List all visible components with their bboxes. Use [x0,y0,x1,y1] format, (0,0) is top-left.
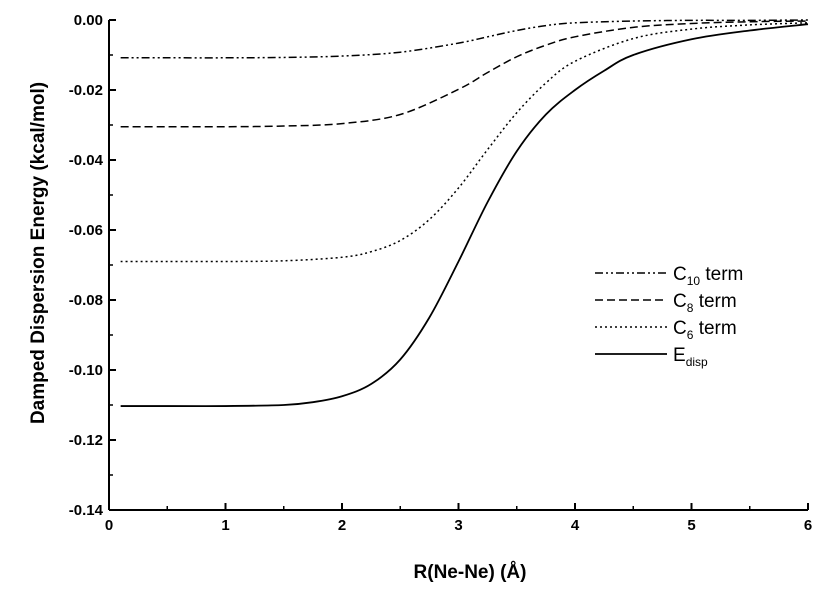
x-tick-label: 5 [687,517,695,534]
x-tick-label: 3 [454,517,462,534]
x-tick-label: 4 [571,517,580,534]
series-line-c8-term [120,20,809,128]
series-line-c6-term [120,22,809,263]
y-tick-label: -0.12 [69,432,103,449]
x-axis-label: R(Ne-Ne) (Å) [414,562,527,583]
legend-label-edisp: Edisp [673,345,708,369]
x-tick-label: 6 [804,517,812,534]
y-tick-label: -0.02 [69,82,103,99]
x-tick-label: 0 [105,517,113,534]
y-tick-label: -0.08 [69,292,103,309]
y-tick-label: -0.14 [69,502,104,519]
y-axis-label: Damped Dispersion Energy (kcal/mol) [28,82,49,424]
x-tick-label: 1 [221,517,229,534]
series-layer [120,19,809,408]
x-axis: 0 1 2 3 4 5 6 [105,503,812,534]
series-line-edisp [120,23,809,408]
y-axis: 0.00 -0.02 -0.04 -0.06 -0.08 -0.10 -0.12 -0.14 [69,12,116,519]
x-tick-label: 2 [338,517,346,534]
y-tick-label: -0.10 [69,362,103,379]
legend-label-c8-term: C8 term [673,291,737,315]
legend-label-c10-term: C10 term [673,264,743,288]
series-line-c10-term [120,19,809,59]
y-tick-label: -0.06 [69,222,103,239]
y-tick-label: 0.00 [74,12,103,29]
legend-label-c6-term: C6 term [673,318,737,342]
y-tick-label: -0.04 [69,152,104,169]
legend: C10 term C8 term C6 term Edisp [595,264,743,369]
